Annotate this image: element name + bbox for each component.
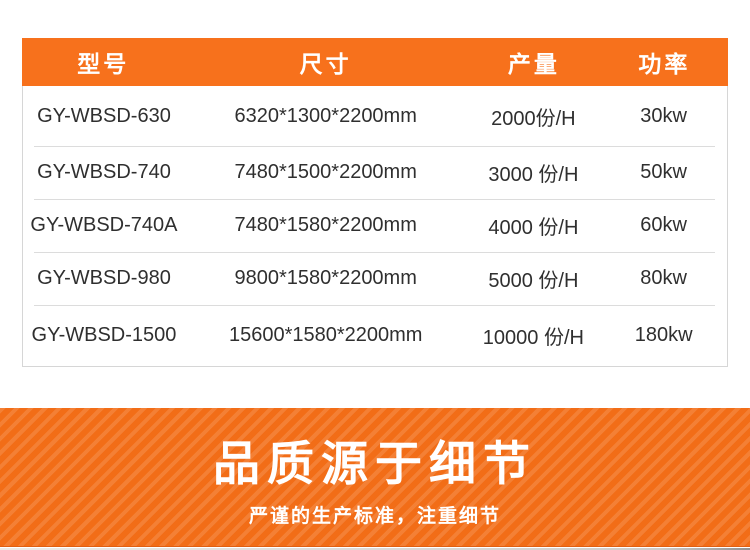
output-cell: 10000 份/H [482,327,584,349]
power-cell: 50kw [640,161,687,183]
model-cell: GY-WBSD-740A [30,214,178,236]
banner-subtitle: 严谨的生产标准，注重细节 [248,506,501,527]
power-cell: 180kw [634,324,693,346]
table-body: GY-WBSD-630 6320*1300*2200mm 2000份/H 30k… [22,86,728,367]
model-cell: GY-WBSD-740 [37,161,171,183]
model-cell: GY-WBSD-980 [37,267,171,289]
quality-banner: 品质源于细节 严谨的生产标准，注重细节 [0,408,750,547]
table-row: GY-WBSD-1500 15600*1580*2200mm 10000 份/H… [23,305,727,366]
bottom-edge-divider [0,548,750,550]
table-row: GY-WBSD-740 7480*1500*2200mm 3000 份/H 50… [23,146,727,199]
table-header-row: 型号 尺寸 产量 功率 [22,38,728,86]
table-row: GY-WBSD-980 9800*1580*2200mm 5000 份/H 80… [23,252,727,305]
table-row: GY-WBSD-740A 7480*1580*2200mm 4000 份/H 6… [23,199,727,252]
header-size: 尺寸 [299,51,352,77]
size-cell: 9800*1580*2200mm [234,267,417,289]
product-spec-table: 型号 尺寸 产量 功率 GY-WBSD-630 6320*1300*2200mm… [22,38,728,367]
power-cell: 80kw [640,267,687,289]
output-cell: 3000 份/H [488,164,579,186]
header-power: 功率 [638,51,691,77]
output-cell: 5000 份/H [488,270,579,292]
size-cell: 6320*1300*2200mm [234,104,417,127]
size-cell: 15600*1580*2200mm [228,324,423,346]
model-cell: GY-WBSD-1500 [31,324,177,346]
banner-title: 品质源于细节 [213,437,537,490]
header-model: 型号 [77,51,130,77]
header-output: 产量 [507,51,560,77]
size-cell: 7480*1580*2200mm [234,214,417,236]
output-cell: 4000 份/H [488,217,579,239]
table-row: GY-WBSD-630 6320*1300*2200mm 2000份/H 30k… [23,86,727,146]
output-cell: 2000份/H [491,107,576,130]
power-cell: 30kw [640,104,687,127]
power-cell: 60kw [640,214,687,236]
size-cell: 7480*1500*2200mm [234,161,417,183]
model-cell: GY-WBSD-630 [37,104,171,127]
